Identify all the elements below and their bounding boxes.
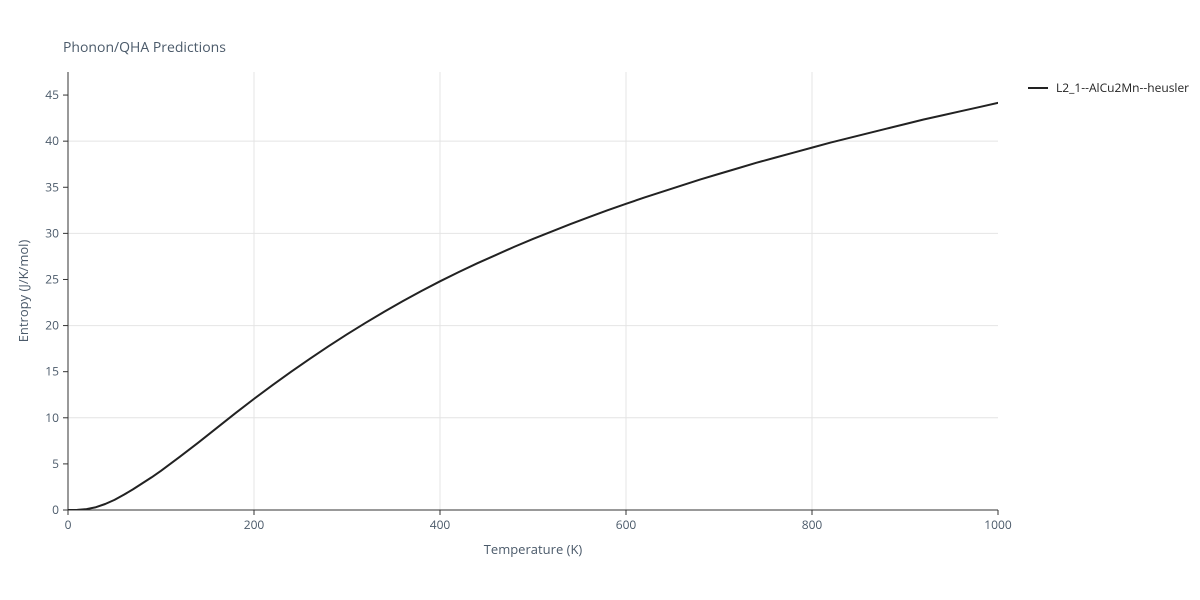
x-tick-label: 600 <box>616 516 637 533</box>
y-tick-label: 40 <box>45 132 59 149</box>
x-tick-label: 200 <box>244 516 265 533</box>
chart-title: Phonon/QHA Predictions <box>63 38 226 57</box>
y-tick-label: 10 <box>45 409 59 426</box>
y-tick-label: 45 <box>45 86 59 103</box>
chart-svg: 0 200 400 600 800 1000 0 5 10 15 20 25 30 35 40 45 Tempe… <box>0 0 1200 600</box>
x-tick-label: 400 <box>430 516 451 533</box>
y-tick-label: 35 <box>45 178 59 195</box>
plot-area <box>68 72 998 510</box>
chart-container: Phonon/QHA Predictions 02004006008001000… <box>0 0 1200 600</box>
x-axis-label: Temperature (K) <box>484 540 583 558</box>
x-tick-label: 0 <box>65 516 72 533</box>
y-tick-label: 15 <box>45 363 59 380</box>
y-tick-label: 20 <box>45 317 59 334</box>
x-tick-label: 800 <box>802 516 823 533</box>
y-tick-label: 30 <box>45 224 59 241</box>
y-axis-label: Entropy (J/K/mol) <box>14 240 32 343</box>
y-tick-label: 5 <box>52 455 59 472</box>
y-tick-label: 0 <box>52 501 59 518</box>
x-tick-label: 1000 <box>984 516 1012 533</box>
legend-label: L2_1--AlCu2Mn--heusler <box>1056 79 1189 96</box>
y-tick-label: 25 <box>45 270 59 287</box>
